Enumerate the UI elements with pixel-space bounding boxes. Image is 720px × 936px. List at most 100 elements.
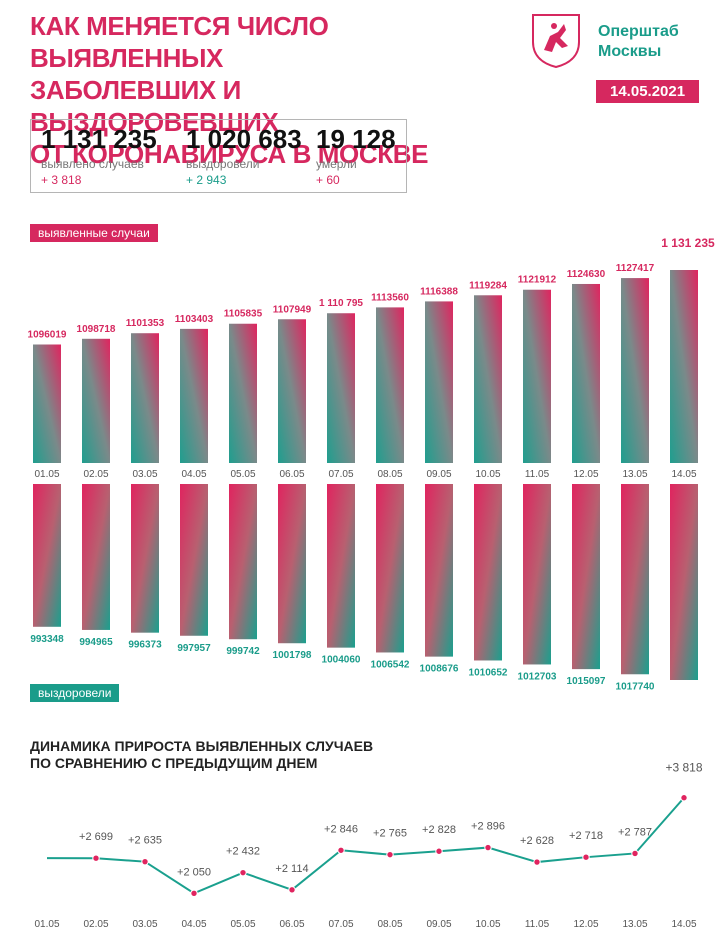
increase-value-label: +2 635 [128, 835, 162, 847]
recovered-label: выздоровели [186, 157, 260, 171]
cases-value-label: 1121912 [518, 275, 557, 286]
increase-point [337, 846, 345, 854]
recovered-bar [670, 484, 698, 680]
cases-value-label: 1127417 [616, 263, 655, 274]
line-date-tick-label: 08.05 [377, 919, 402, 930]
date-tick-label: 08.05 [377, 469, 402, 480]
cases-value-label: 1124630 [567, 269, 606, 280]
date-tick-label: 04.05 [181, 469, 206, 480]
recovered-bar [621, 484, 649, 675]
recovered-value-label: 1008676 [420, 664, 459, 675]
line-chart-title: ДИНАМИКА ПРИРОСТА ВЫЯВЛЕННЫХ СЛУЧАЕВ ПО … [30, 738, 373, 772]
recovered-value-label: 996373 [128, 640, 162, 651]
recovered-bar [327, 484, 355, 648]
title-line: ЗАБОЛЕВШИХ И ВЫЗДОРОВЕВШИХ [30, 75, 279, 137]
cases-value-label: 1098718 [77, 324, 116, 335]
increase-value-label: +2 050 [177, 866, 211, 878]
increase-value-label: +2 828 [422, 824, 456, 836]
increase-point [141, 857, 149, 866]
recovered-bar [523, 484, 551, 665]
increase-value-label: +2 114 [275, 863, 308, 875]
org-name: Оперштаб Москвы [598, 22, 679, 62]
recovered-value-label: 999742 [226, 646, 260, 657]
recovered-bar [82, 484, 110, 630]
org-line: Оперштаб [598, 23, 679, 40]
cases-bar [82, 338, 110, 463]
deaths-total: 19 128 [316, 124, 396, 154]
cases-bar [131, 333, 159, 463]
deaths-delta: + 60 [316, 173, 340, 187]
cases-value-label: 1101353 [126, 318, 165, 329]
line-date-tick-label: 13.05 [622, 919, 647, 930]
increase-point [190, 889, 198, 897]
line-title-line: ДИНАМИКА ПРИРОСТА ВЫЯВЛЕННЫХ СЛУЧАЕВ [30, 738, 374, 754]
recovered-value-label: 1001798 [273, 650, 312, 661]
line-date-tick-label: 05.05 [230, 919, 255, 930]
increase-line-chart: 01.05 +2 699 02.05 +2 635 03.05 +2 050 04.05 +2… [34, 761, 702, 930]
line-date-tick-label: 14.05 [671, 919, 696, 930]
recovered-value-label: 1010652 [469, 667, 508, 678]
recovered-value-label: 994965 [79, 637, 113, 648]
increase-point [92, 854, 100, 862]
date-tick-label: 11.05 [525, 469, 550, 480]
line-date-tick-label: 11.05 [525, 919, 550, 930]
cases-value-label: 1116388 [420, 286, 458, 297]
line-date-tick-label: 06.05 [279, 919, 304, 930]
recovered-value-label: 1015097 [567, 676, 606, 687]
line-date-tick-label: 09.05 [426, 919, 451, 930]
increase-value-label: +2 765 [373, 828, 407, 840]
recovered-bar [572, 484, 600, 670]
date-tick-label: 13.05 [622, 469, 647, 480]
cases-bar [523, 289, 551, 463]
recovered-value-label: 1017740 [616, 681, 655, 690]
cases-value-label: 1113560 [371, 292, 409, 303]
recovered-bar [131, 484, 159, 633]
increase-point [386, 850, 394, 859]
increase-line [46, 797, 685, 895]
title-line: КАК МЕНЯЕТСЯ ЧИСЛО ВЫЯВЛЕННЫХ [30, 11, 329, 73]
cases-bar [425, 301, 453, 463]
recovered-bar [425, 484, 453, 657]
recovered-value-label: 1004060 [322, 655, 361, 666]
line-date-tick-label: 10.05 [475, 919, 500, 930]
date-tick-label: 06.05 [279, 469, 304, 480]
cases-section-label: выявленные случаи [30, 224, 158, 242]
increase-value-label: +2 718 [569, 830, 603, 842]
recovered-delta: + 2 943 [186, 173, 227, 187]
recovered-bar [33, 484, 61, 627]
cases-bar [278, 319, 306, 463]
increase-value-label: +3 818 [665, 761, 702, 775]
increase-point [288, 886, 296, 894]
cases-value-label: 1 131 235 [661, 236, 715, 250]
line-date-tick-label: 04.05 [181, 919, 206, 930]
line-date-tick-label: 12.05 [573, 919, 598, 930]
recovered-total: 1 020 683 [186, 124, 302, 154]
line-date-tick-label: 03.05 [132, 919, 157, 930]
cases-bar [621, 278, 649, 463]
date-tick-label: 07.05 [328, 469, 353, 480]
stat-cases: 1 131 235 выявлено случаев + 3 818 [41, 124, 157, 187]
increase-value-label: +2 699 [79, 831, 113, 843]
increase-value-label: +2 896 [471, 821, 505, 833]
increase-value-label: +2 787 [618, 826, 652, 838]
cases-value-label: 1 110 795 [319, 298, 363, 309]
recovered-value-label: 997957 [177, 643, 211, 654]
recovered-value-label: 993348 [30, 634, 64, 645]
cases-label: выявлено случаев [41, 157, 144, 171]
increase-point [582, 853, 590, 861]
date-badge: 14.05.2021 [596, 80, 700, 103]
page-title: КАК МЕНЯЕТСЯ ЧИСЛО ВЫЯВЛЕННЫХ ЗАБОЛЕВШИХ… [30, 10, 450, 170]
cases-value-label: 1103403 [175, 314, 214, 325]
recovered-bar [229, 484, 257, 640]
recovered-bar [376, 484, 404, 653]
line-date-tick-label: 01.05 [34, 919, 59, 930]
org-line: Москвы [598, 43, 662, 60]
date-tick-label: 01.05 [34, 469, 59, 480]
cases-bar [327, 313, 355, 463]
increase-point [533, 858, 541, 866]
stat-recovered: 1 020 683 выздоровели + 2 943 [186, 124, 302, 187]
cases-value-label: 1096019 [28, 329, 67, 340]
increase-point [435, 847, 443, 855]
date-tick-label: 10.05 [475, 469, 500, 480]
cases-bar [474, 295, 502, 463]
